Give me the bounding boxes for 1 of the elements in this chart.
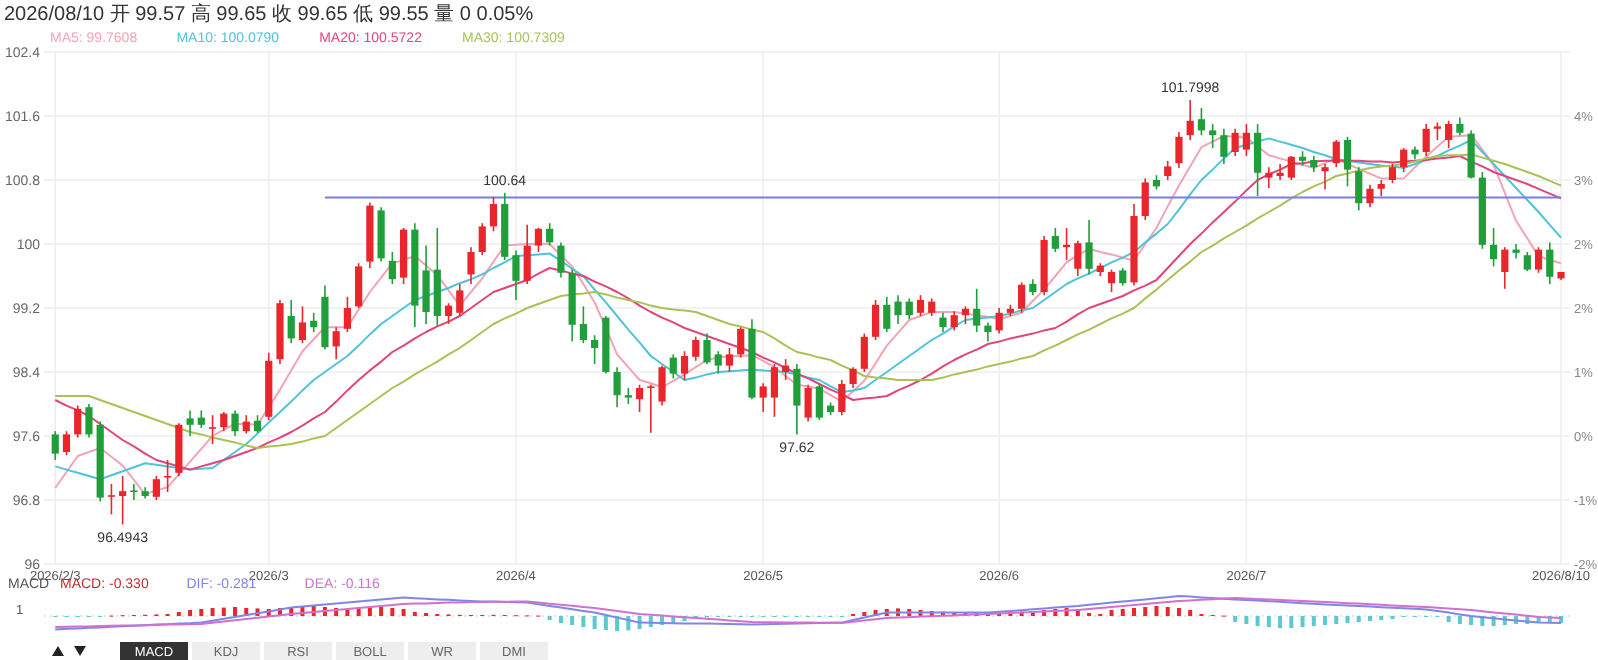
chart-title: 2026/08/10 开 99.57 高 99.65 收 99.65 低 99.55 量 0 0.05% <box>4 2 534 26</box>
